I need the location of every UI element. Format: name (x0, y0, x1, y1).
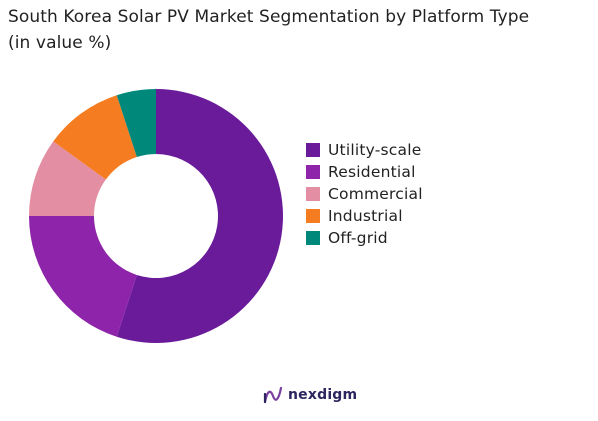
legend-label-residential: Residential (328, 163, 416, 181)
chart-title: South Korea Solar PV Market Segmentation… (8, 4, 593, 56)
donut-slice-utility-scale (116, 89, 283, 343)
nexdigm-logo-icon (263, 386, 283, 404)
legend-label-utility-scale: Utility-scale (328, 141, 422, 159)
legend-item-commercial: Commercial (306, 183, 423, 205)
legend-swatch-residential (306, 165, 320, 179)
legend-item-off-grid: Off-grid (306, 227, 423, 249)
legend-item-utility-scale: Utility-scale (306, 139, 423, 161)
brand-logo: nexdigm (262, 384, 357, 406)
legend-item-residential: Residential (306, 161, 423, 183)
chart-title-line-2: (in value %) (8, 33, 112, 53)
legend-swatch-utility-scale (306, 143, 320, 157)
donut-slice-industrial (53, 95, 137, 180)
legend-swatch-commercial (306, 187, 320, 201)
legend-swatch-industrial (306, 209, 320, 223)
donut-slice-off-grid (116, 89, 156, 158)
legend-item-industrial: Industrial (306, 205, 423, 227)
legend-label-commercial: Commercial (328, 185, 423, 203)
brand-name: nexdigm (288, 387, 358, 403)
chart-title-line-1: South Korea Solar PV Market Segmentation… (8, 7, 530, 27)
legend-label-off-grid: Off-grid (328, 229, 388, 247)
chart-legend: Utility-scale Residential Commercial Indust… (306, 139, 423, 249)
legend-label-industrial: Industrial (328, 207, 403, 225)
legend-swatch-off-grid (306, 231, 320, 245)
donut-slice-residential (29, 216, 137, 337)
donut-slice-commercial (29, 141, 106, 216)
